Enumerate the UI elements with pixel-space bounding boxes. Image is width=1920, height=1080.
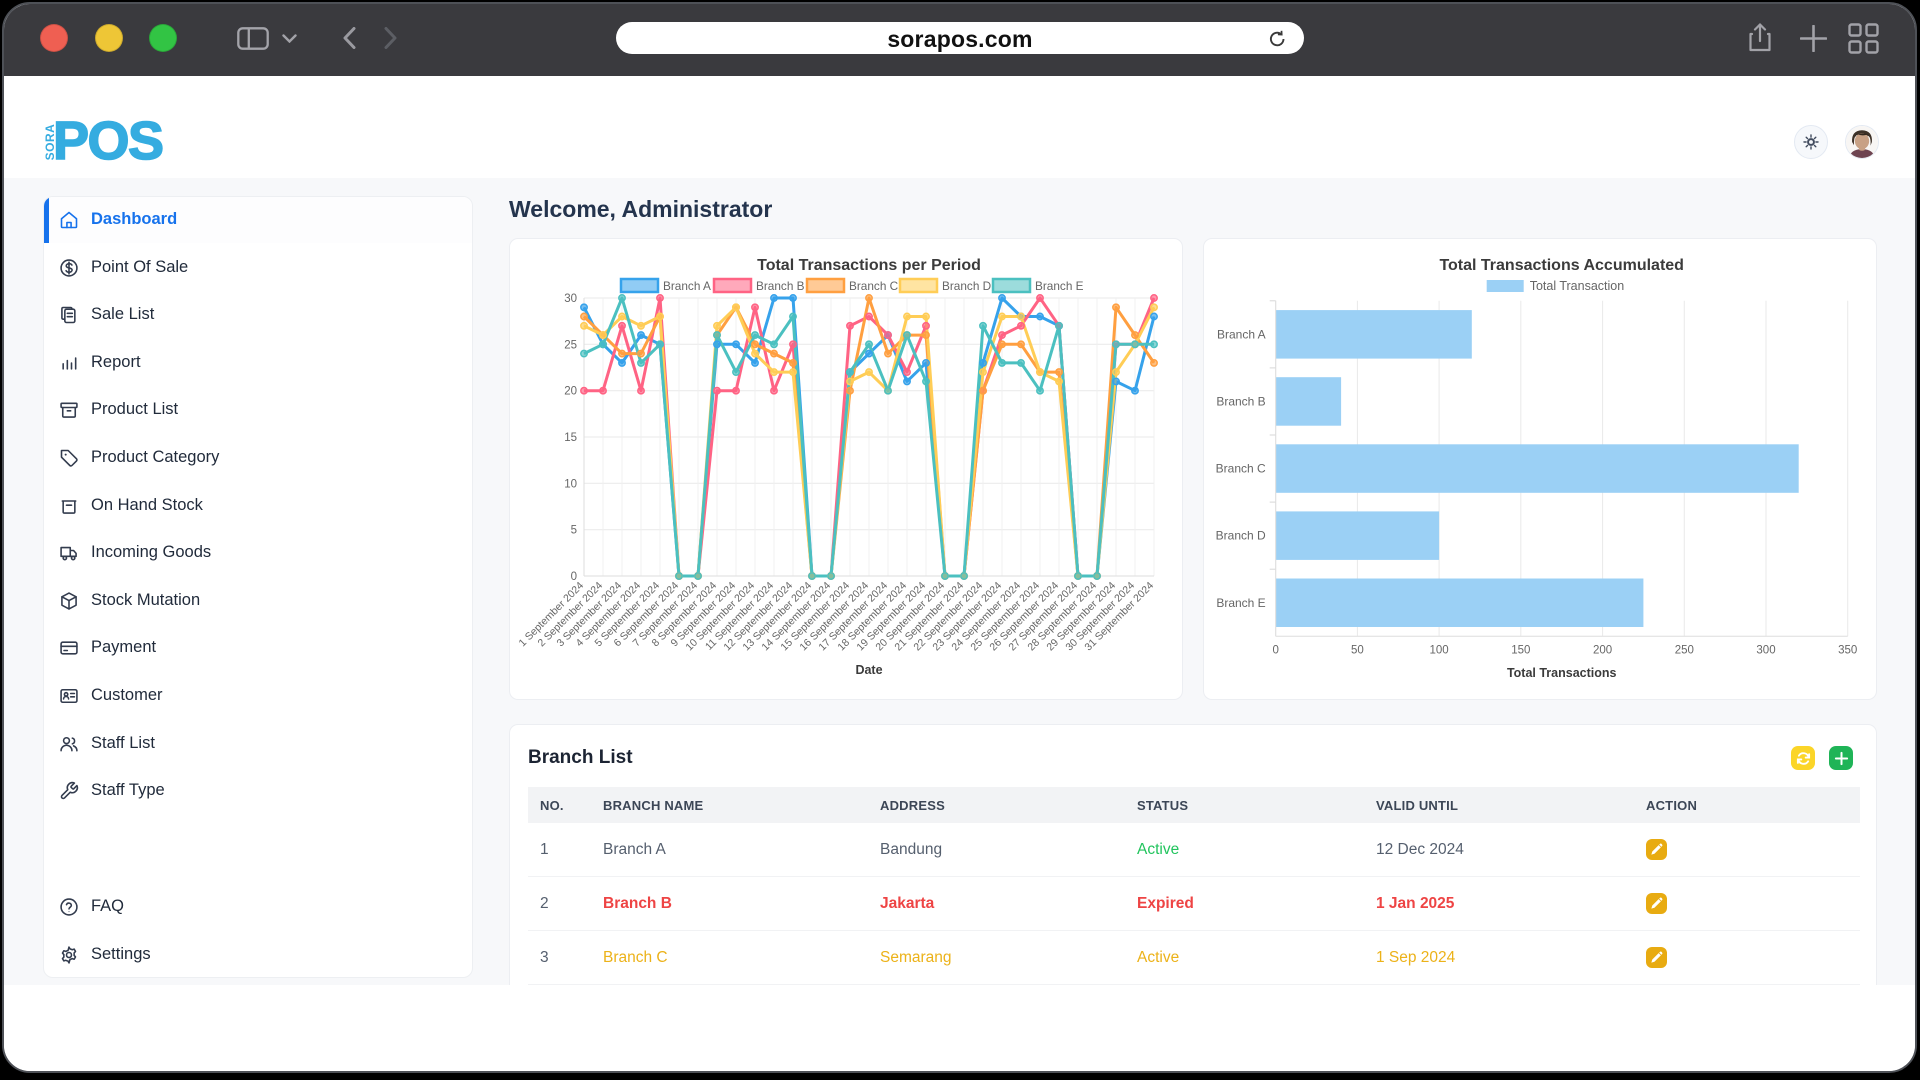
svg-text:Branch E: Branch E (1035, 279, 1084, 293)
svg-text:0: 0 (1272, 644, 1278, 656)
svg-text:Branch D: Branch D (1216, 529, 1266, 543)
svg-text:Total Transactions Accumulated: Total Transactions Accumulated (1439, 257, 1684, 274)
svg-text:30: 30 (564, 293, 577, 305)
svg-text:20: 20 (564, 386, 577, 398)
svg-text:Branch C: Branch C (849, 279, 899, 293)
svg-text:150: 150 (1511, 644, 1530, 656)
svg-text:50: 50 (1351, 644, 1364, 656)
svg-text:Branch A: Branch A (1217, 327, 1266, 341)
svg-text:100: 100 (1430, 644, 1449, 656)
svg-text:Date: Date (855, 663, 882, 677)
svg-text:Total Transactions per Period: Total Transactions per Period (757, 257, 981, 274)
svg-text:350: 350 (1838, 644, 1857, 656)
svg-text:Branch A: Branch A (663, 279, 711, 293)
svg-text:200: 200 (1593, 644, 1612, 656)
svg-text:Total Transaction: Total Transaction (1530, 279, 1625, 293)
svg-text:0: 0 (571, 571, 577, 583)
svg-text:15: 15 (564, 432, 577, 444)
svg-text:250: 250 (1675, 644, 1694, 656)
svg-text:10: 10 (564, 478, 577, 490)
svg-text:300: 300 (1756, 644, 1775, 656)
svg-text:Branch B: Branch B (756, 279, 805, 293)
svg-text:Total Transactions: Total Transactions (1507, 666, 1617, 680)
svg-text:25: 25 (564, 339, 577, 351)
svg-text:Branch E: Branch E (1216, 596, 1265, 610)
svg-text:Branch B: Branch B (1216, 394, 1265, 408)
svg-text:Branch C: Branch C (1216, 462, 1266, 476)
svg-text:Branch D: Branch D (942, 279, 991, 293)
svg-text:5: 5 (571, 525, 577, 537)
